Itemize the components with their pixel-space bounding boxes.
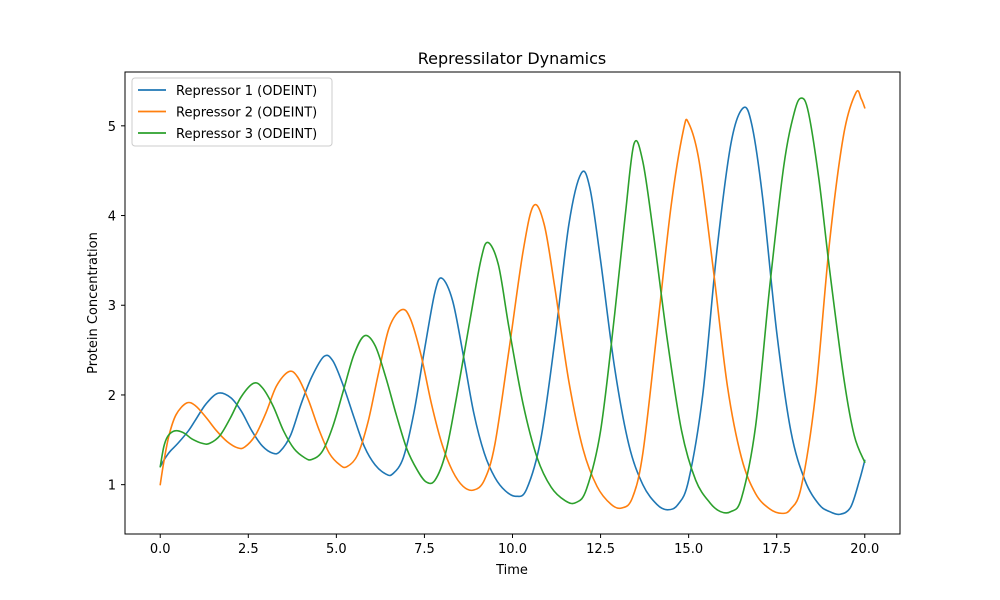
legend-label-repressor-2: Repressor 2 (ODEINT)	[176, 106, 317, 121]
y-axis-label: Protein Concentration	[86, 232, 101, 374]
y-tick-label: 1	[108, 479, 116, 494]
x-tick-label: 2.5	[238, 542, 259, 557]
y-axis: 1 2 3 4 5	[108, 120, 125, 494]
series-line-repressor-1	[159, 106, 866, 516]
legend-label-repressor-1: Repressor 1 (ODEINT)	[176, 84, 317, 99]
y-tick-label: 3	[108, 299, 116, 314]
legend-label-repressor-3: Repressor 3 (ODEINT)	[176, 127, 317, 142]
series-layer	[159, 89, 866, 516]
y-tick-label: 5	[108, 120, 116, 135]
series-line-repressor-2	[159, 89, 866, 515]
x-tick-label: 10.0	[498, 542, 527, 557]
x-tick-label: 15.0	[674, 542, 703, 557]
x-tick-label: 0.0	[150, 542, 171, 557]
x-tick-label: 5.0	[326, 542, 347, 557]
legend: Repressor 1 (ODEINT) Repressor 2 (ODEINT)…	[131, 77, 333, 147]
y-tick-label: 4	[108, 210, 116, 225]
x-tick-label: 20.0	[850, 542, 879, 557]
x-tick-label: 12.5	[586, 542, 615, 557]
x-axis-label: Time	[495, 563, 528, 578]
chart-title: Repressilator Dynamics	[418, 49, 606, 68]
legend-box	[131, 77, 333, 147]
x-tick-label: 7.5	[414, 542, 435, 557]
series-line-repressor-3	[159, 97, 866, 514]
x-tick-label: 17.5	[762, 542, 791, 557]
y-tick-label: 2	[108, 389, 116, 404]
x-axis: 0.0 2.5 5.0 7.5 10.0 12.5 15.0 17.5 20.0	[150, 534, 879, 557]
